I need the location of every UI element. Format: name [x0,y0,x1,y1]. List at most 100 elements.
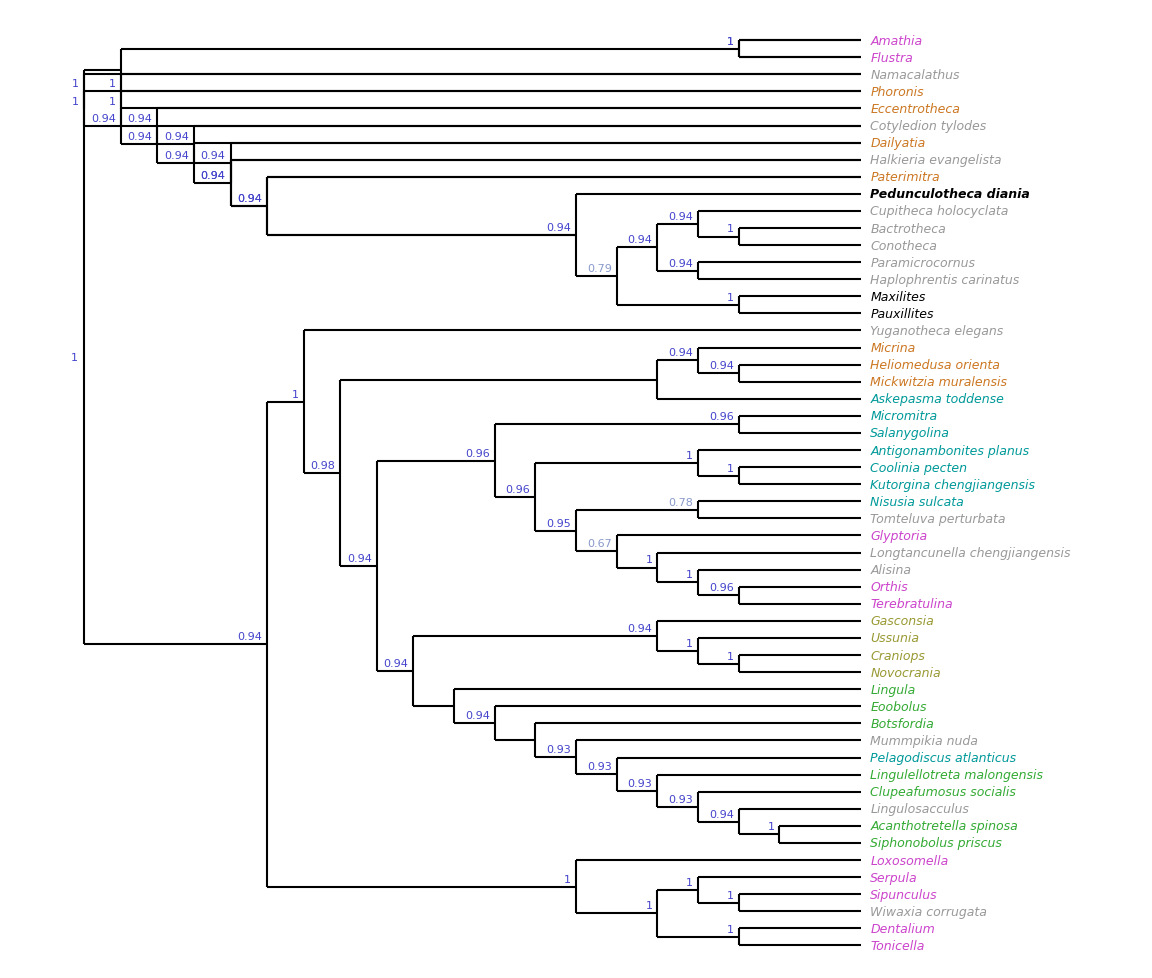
Text: 1: 1 [727,464,734,473]
Text: Bactrotheca: Bactrotheca [870,222,946,236]
Text: Cotyledion tylodes: Cotyledion tylodes [870,120,986,133]
Text: Siphonobolus priscus: Siphonobolus priscus [870,836,1002,850]
Text: Tonicella: Tonicella [870,939,925,952]
Text: Dentalium: Dentalium [870,922,935,935]
Text: 0.94: 0.94 [668,348,694,358]
Text: 1: 1 [727,292,734,302]
Text: Lingulosacculus: Lingulosacculus [870,803,969,816]
Text: Maxilites: Maxilites [870,290,926,303]
Text: 0.94: 0.94 [200,170,226,181]
Text: 0.94: 0.94 [165,132,189,142]
Text: Heliomedusa orienta: Heliomedusa orienta [870,359,1000,372]
Text: Terebratulina: Terebratulina [870,598,953,610]
Text: 0.93: 0.93 [546,744,571,754]
Text: 1: 1 [767,822,774,831]
Text: 0.94: 0.94 [708,809,734,819]
Text: Mummpikia nuda: Mummpikia nuda [870,734,978,747]
Text: 0.94: 0.94 [465,710,490,721]
Text: Paterimitra: Paterimitra [870,171,940,184]
Text: Haplophrentis carinatus: Haplophrentis carinatus [870,274,1020,287]
Text: Nisusia sulcata: Nisusia sulcata [870,495,964,509]
Text: 0.94: 0.94 [200,151,226,160]
Text: 0.94: 0.94 [165,151,189,160]
Text: Glyptoria: Glyptoria [870,529,927,543]
Text: Serpula: Serpula [870,870,918,884]
Text: 0.94: 0.94 [546,223,571,233]
Text: 0.94: 0.94 [347,554,372,563]
Text: Eoobolus: Eoobolus [870,700,926,713]
Text: 1: 1 [645,555,652,565]
Text: 1: 1 [564,873,571,884]
Text: Loxosomella: Loxosomella [870,854,948,867]
Text: Micrina: Micrina [870,341,916,355]
Text: 1: 1 [73,97,79,107]
Text: Yuganotheca elegans: Yuganotheca elegans [870,325,1003,337]
Text: Namacalathus: Namacalathus [870,68,960,82]
Text: Pedunculotheca diania: Pedunculotheca diania [870,188,1030,201]
Text: 0.94: 0.94 [237,194,263,203]
Text: 0.94: 0.94 [128,114,152,124]
Text: Coolinia pecten: Coolinia pecten [870,462,968,474]
Text: 1: 1 [73,79,79,89]
Text: 1: 1 [687,638,694,648]
Text: 1: 1 [645,901,652,911]
Text: 0.94: 0.94 [237,194,263,203]
Text: 0.94: 0.94 [91,114,116,124]
Text: 1: 1 [727,650,734,661]
Text: 1: 1 [727,924,734,934]
Text: 0.94: 0.94 [708,361,734,371]
Text: Mickwitzia muralensis: Mickwitzia muralensis [870,376,1007,389]
Text: Orthis: Orthis [870,581,908,594]
Text: 1: 1 [687,877,694,887]
Text: Salanygolina: Salanygolina [870,427,950,440]
Text: 0.78: 0.78 [668,497,694,508]
Text: Antigonambonites planus: Antigonambonites planus [870,444,1030,457]
Text: Cupitheca holocyclata: Cupitheca holocyclata [870,205,1009,218]
Text: Alisina: Alisina [870,563,911,577]
Text: Clupeafumosus socialis: Clupeafumosus socialis [870,785,1016,798]
Text: Lingulellotreta malongensis: Lingulellotreta malongensis [870,769,1044,781]
Text: Acanthotretella spinosa: Acanthotretella spinosa [870,820,1018,832]
Text: Novocrania: Novocrania [870,666,941,679]
Text: 0.94: 0.94 [237,632,263,642]
Text: 1: 1 [687,570,694,580]
Text: 0.96: 0.96 [506,484,530,494]
Text: 0.94: 0.94 [668,211,694,221]
Text: Micromitra: Micromitra [870,410,938,422]
Text: 0.94: 0.94 [128,132,152,142]
Text: 1: 1 [291,389,298,399]
Text: 1: 1 [727,224,734,235]
Text: 0.96: 0.96 [465,448,490,458]
Text: 1: 1 [727,36,734,47]
Text: Paramicrocornus: Paramicrocornus [870,256,976,269]
Text: 0.98: 0.98 [311,461,335,470]
Text: Kutorgina chengjiangensis: Kutorgina chengjiangensis [870,478,1036,491]
Text: 0.67: 0.67 [588,539,612,549]
Text: Amathia: Amathia [870,34,923,48]
Text: Pauxillites: Pauxillites [870,308,934,321]
Text: 0.94: 0.94 [200,170,226,181]
Text: 0.96: 0.96 [708,583,734,593]
Text: 1: 1 [109,97,116,107]
Text: Dailyatia: Dailyatia [870,137,925,150]
Text: 1: 1 [687,450,694,461]
Text: 0.93: 0.93 [628,778,652,787]
Text: 1: 1 [109,79,116,89]
Text: Flustra: Flustra [870,52,914,65]
Text: 1: 1 [727,36,734,47]
Text: 0.96: 0.96 [708,412,734,422]
Text: Longtancunella chengjiangensis: Longtancunella chengjiangensis [870,547,1070,559]
Text: Askepasma toddense: Askepasma toddense [870,393,1005,406]
Text: 0.93: 0.93 [668,794,694,804]
Text: Ussunia: Ussunia [870,632,919,645]
Text: 0.94: 0.94 [628,235,652,244]
Text: Pelagodiscus atlanticus: Pelagodiscus atlanticus [870,751,1016,764]
Text: Wiwaxia corrugata: Wiwaxia corrugata [870,905,987,917]
Text: Tomteluva perturbata: Tomteluva perturbata [870,512,1006,525]
Text: Halkieria evangelista: Halkieria evangelista [870,154,1002,167]
Text: 0.95: 0.95 [546,518,571,528]
Text: 1: 1 [727,890,734,900]
Text: Lingula: Lingula [870,683,916,696]
Text: 0.94: 0.94 [668,258,694,268]
Text: 0.79: 0.79 [586,264,612,274]
